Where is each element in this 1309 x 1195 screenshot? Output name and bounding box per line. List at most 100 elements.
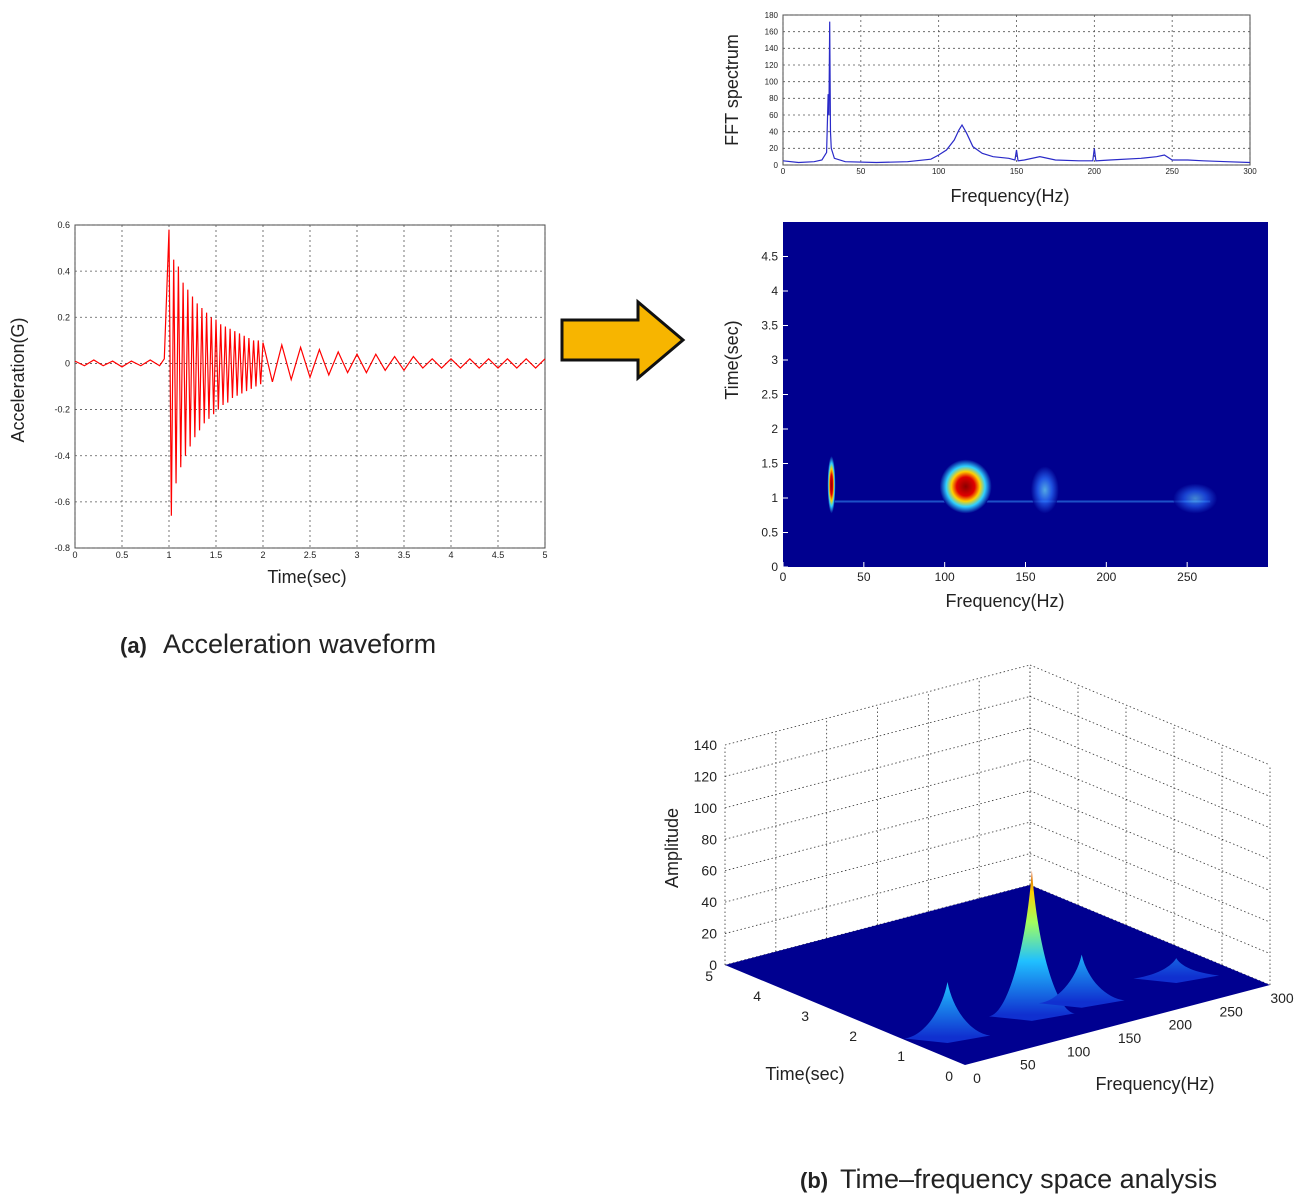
grid-line (724, 664, 1031, 746)
grid-line (1029, 884, 1271, 986)
caption-text: Time–frequency space analysis (840, 1164, 1217, 1194)
heat-blob (827, 456, 836, 514)
y-tick-label: 180 (765, 11, 779, 20)
z-tick-label: 100 (694, 800, 718, 816)
y-tick-label: 0.2 (57, 312, 70, 322)
x-tick-label: 50 (857, 570, 871, 584)
y-tick-label: 4.5 (761, 250, 778, 264)
x-tick-label: 50 (856, 167, 865, 176)
x-tick-label: 0 (780, 570, 787, 584)
x-tick-label: 250 (1165, 167, 1179, 176)
arrow (560, 298, 686, 382)
x-axis-label: Frequency(Hz) (950, 186, 1069, 206)
x-tick-label: 1.5 (210, 550, 223, 560)
z-tick-label: 60 (701, 863, 717, 879)
y-tick-label: 40 (769, 127, 778, 136)
y-tick-label: -0.4 (54, 451, 70, 461)
x-tick-label: 5 (542, 550, 547, 560)
y-axis-label: Time(sec) (722, 320, 742, 399)
y-tick-label: 20 (769, 144, 778, 153)
x-tick-label: 100 (935, 570, 955, 584)
y-tick-label: 0.5 (761, 526, 778, 540)
y-tick-label: 60 (769, 111, 778, 120)
grid-line (1029, 696, 1271, 797)
grid-line (1029, 821, 1271, 923)
caption-label: (a) (120, 633, 147, 658)
z-tick-label: 0 (709, 957, 717, 973)
x-tick-label: 2 (260, 550, 265, 560)
grid-line (724, 821, 1031, 903)
y-tick-label: 3 (801, 1008, 809, 1024)
z-tick-label: 140 (694, 737, 718, 753)
plot-area (783, 222, 1268, 567)
y-tick-label: 4 (771, 284, 778, 298)
x-tick-label: 4.5 (492, 550, 505, 560)
grid-line (1029, 790, 1271, 892)
y-tick-label: 0 (945, 1068, 953, 1084)
y-tick-label: -0.8 (54, 543, 70, 553)
grid-line (1029, 853, 1271, 954)
y-tick-label: 4 (753, 988, 761, 1004)
z-axis-label: Amplitude (662, 808, 682, 888)
x-tick-label: 300 (1243, 167, 1257, 176)
grid-line (1029, 727, 1271, 829)
grid-line (724, 758, 1031, 840)
grid-line (1029, 664, 1271, 766)
z-tick-label: 20 (701, 926, 717, 942)
z-tick-label: 120 (694, 768, 718, 784)
y-tick-label: 2 (849, 1028, 857, 1044)
y-tick-label: 2 (771, 422, 778, 436)
y-tick-label: 3 (771, 353, 778, 367)
surface-peak (904, 982, 991, 1043)
x-tick-label: 200 (1096, 570, 1116, 584)
heat-blob (1030, 466, 1059, 514)
x-tick-label: 250 (1177, 570, 1197, 584)
y-tick-label: 160 (765, 27, 779, 36)
surface-peak (1038, 954, 1125, 1008)
y-tick-label: 0.4 (57, 266, 70, 276)
y-tick-label: 2.5 (761, 388, 778, 402)
surface-floor (725, 885, 1270, 1065)
x-tick-label: 200 (1088, 167, 1102, 176)
y-axis-label: FFT spectrum (722, 34, 742, 146)
y-axis-label: Time(sec) (765, 1064, 844, 1084)
y-tick-label: -0.6 (54, 497, 70, 507)
x-tick-label: 300 (1270, 990, 1294, 1006)
surface-peak (1133, 958, 1220, 983)
x-axis-label: Time(sec) (267, 567, 346, 587)
z-tick-label: 40 (701, 894, 717, 910)
y-tick-label: 5 (705, 968, 713, 984)
z-tick-label: 80 (701, 831, 717, 847)
y-tick-label: 80 (769, 94, 778, 103)
x-tick-label: 2.5 (304, 550, 317, 560)
caption-text: Acceleration waveform (163, 629, 436, 659)
x-tick-label: 0.5 (116, 550, 129, 560)
grid-line (724, 790, 1031, 872)
x-tick-label: 4 (448, 550, 453, 560)
x-tick-label: 50 (1020, 1057, 1036, 1073)
x-tick-label: 150 (1015, 570, 1035, 584)
data-line (782, 21, 1251, 164)
y-tick-label: 1.5 (761, 457, 778, 471)
x-tick-label: 100 (1067, 1043, 1091, 1059)
y-tick-label: 100 (765, 77, 779, 86)
x-tick-label: 0 (973, 1070, 981, 1086)
y-tick-label: 0.6 (57, 220, 70, 230)
x-axis-label: Frequency(Hz) (1095, 1074, 1214, 1094)
x-tick-label: 150 (1118, 1030, 1142, 1046)
y-tick-label: 3.5 (761, 319, 778, 333)
grid-line (1029, 758, 1271, 860)
x-tick-label: 150 (1010, 167, 1024, 176)
x-tick-label: 3.5 (398, 550, 411, 560)
y-tick-label: 120 (765, 61, 779, 70)
surface-peak (989, 870, 1075, 1021)
x-tick-label: 0 (72, 550, 77, 560)
x-tick-label: 3 (354, 550, 359, 560)
y-tick-label: 0 (771, 560, 778, 574)
y-axis-label: Acceleration(G) (8, 317, 28, 442)
heat-blob (939, 459, 992, 514)
data-line (74, 229, 546, 516)
x-tick-label: 100 (932, 167, 946, 176)
